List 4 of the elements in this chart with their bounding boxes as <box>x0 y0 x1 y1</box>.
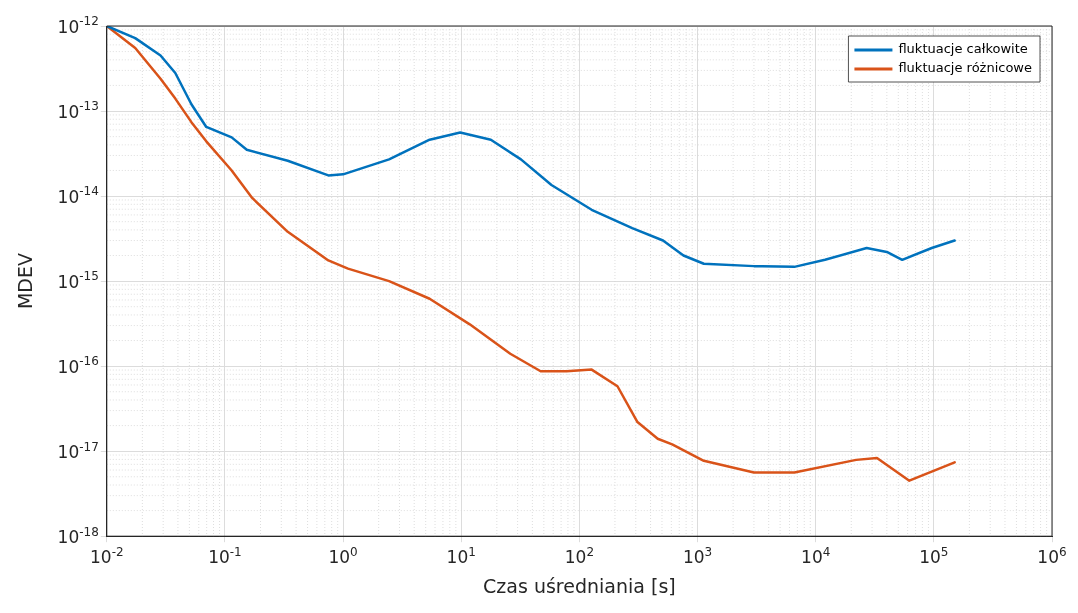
legend-label: fluktuacje całkowite <box>898 41 1028 57</box>
y-axis-title: MDEV <box>14 253 37 310</box>
legend-label: fluktuacje różnicowe <box>898 60 1033 76</box>
x-axis-title: Czas uśredniania [s] <box>483 574 676 597</box>
